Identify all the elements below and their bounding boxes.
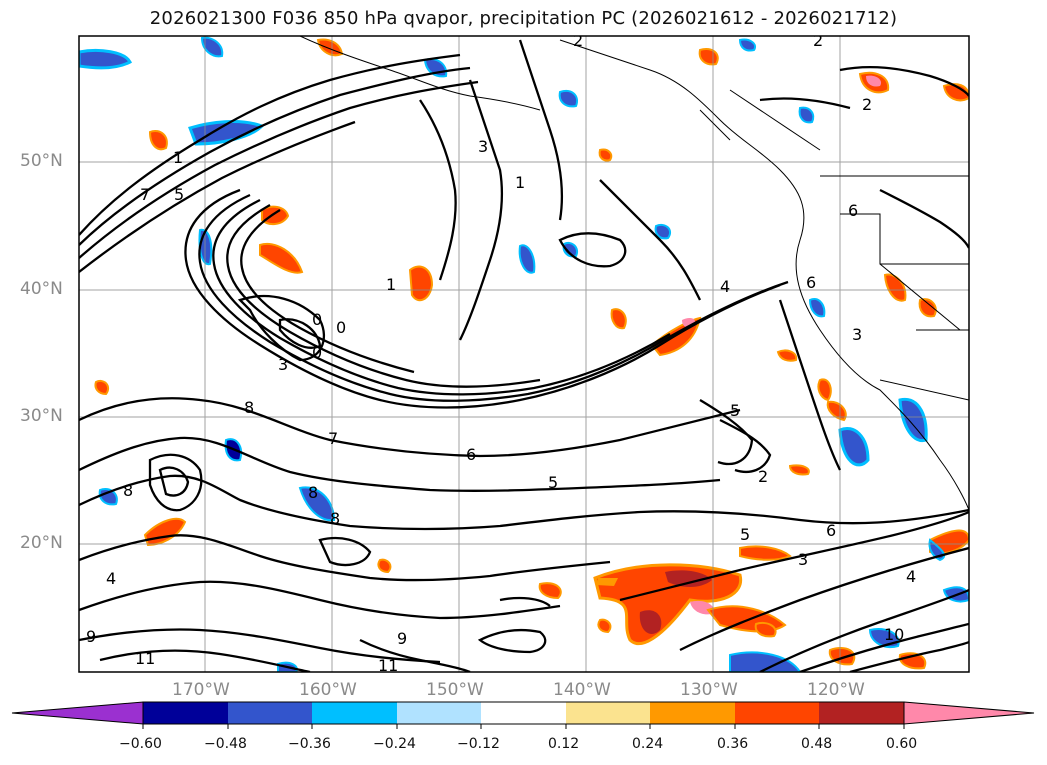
contour-label: 8 — [123, 481, 133, 500]
colorbar-tick-label: −0.24 — [373, 736, 416, 752]
contour-label: 1 — [515, 173, 525, 192]
contour-label: 3 — [798, 550, 808, 569]
lat-label-20n: 20°N — [20, 533, 63, 553]
lon-label-160w: 160°W — [299, 680, 357, 700]
colorbar-tick-label: 0.24 — [632, 736, 664, 752]
contour-label: 9 — [86, 627, 96, 646]
colorbar-extend-high — [903, 701, 1035, 725]
contour-label: 9 — [397, 629, 407, 648]
contour-label: 4 — [106, 569, 116, 588]
contour-label: 5 — [548, 473, 558, 492]
colorbar-swatch — [228, 702, 312, 724]
colorbar-swatch — [566, 702, 650, 724]
lat-label-50n: 50°N — [20, 151, 63, 171]
contour-label: 4 — [720, 277, 730, 296]
coastlines — [299, 36, 969, 511]
contour-label: 2 — [862, 95, 872, 114]
contour-label: 7 — [140, 185, 150, 204]
contour-labels: 2 2 2 1 4 3 1 7 5 1 6 0 0 0 3 8 7 6 5 5 … — [86, 31, 916, 675]
contour-label: 2 — [758, 467, 768, 486]
map-panel: 2 2 2 1 4 3 1 7 5 1 6 0 0 0 3 8 7 6 5 5 … — [79, 31, 969, 675]
map-gridlines — [79, 36, 969, 672]
contour-label: 8 — [330, 509, 340, 528]
colorbar-tick-label: 0.60 — [886, 736, 918, 752]
contour-label: 1 — [173, 148, 183, 167]
lon-label-130w: 130°W — [680, 680, 738, 700]
contour-label: 3 — [852, 325, 862, 344]
contour-label: 3 — [278, 355, 288, 374]
contour-label: 8 — [244, 398, 254, 417]
page-title: 2026021300 F036 850 hPa qvapor, precipit… — [149, 8, 898, 29]
colorbar-tick-label: −0.36 — [288, 736, 331, 752]
contour-label: 6 — [806, 273, 816, 292]
contour-label: 1 — [386, 275, 396, 294]
qvapor-contours — [79, 39, 969, 672]
contour-label: 5 — [730, 401, 740, 420]
lat-label-40n: 40°N — [20, 279, 63, 299]
precip-shading — [79, 36, 969, 672]
colorbar-tick-label: −0.48 — [204, 736, 247, 752]
contour-label: 8 — [308, 483, 318, 502]
contour-label: 11 — [378, 656, 398, 675]
lon-label-120w: 120°W — [807, 680, 865, 700]
colorbar-swatch — [650, 702, 735, 724]
colorbar-tick-label: −0.60 — [119, 736, 162, 752]
colorbar-swatch — [735, 702, 819, 724]
colorbar-tick-label: 0.12 — [548, 736, 580, 752]
contour-label: 3 — [478, 137, 488, 156]
colorbar-tick-label: −0.12 — [457, 736, 500, 752]
lon-label-150w: 150°W — [426, 680, 484, 700]
contour-label: 7 — [328, 429, 338, 448]
contour-label: 0 — [312, 310, 322, 329]
colorbar-swatch — [819, 702, 904, 724]
contour-label: 0 — [312, 343, 322, 362]
contour-label: 6 — [826, 521, 836, 540]
contour-label: 0 — [336, 318, 346, 337]
contour-label: 11 — [135, 649, 155, 668]
colorbar — [11, 701, 1035, 729]
colorbar-swatch — [481, 702, 566, 724]
contour-label: 5 — [740, 525, 750, 544]
colorbar-tick-label: 0.48 — [801, 736, 833, 752]
lat-label-30n: 30°N — [20, 406, 63, 426]
contour-label: 2 — [573, 31, 583, 50]
lon-label-170w: 170°W — [172, 680, 230, 700]
contour-label: 10 — [884, 625, 904, 644]
map-frame — [78, 35, 970, 673]
contour-label: 4 — [906, 567, 916, 586]
contour-label: 5 — [174, 185, 184, 204]
colorbar-extend-low — [11, 701, 144, 725]
colorbar-swatch — [397, 702, 481, 724]
contour-label: 6 — [466, 445, 476, 464]
lon-label-140w: 140°W — [553, 680, 611, 700]
colorbar-swatch — [143, 702, 228, 724]
contour-label: 6 — [848, 201, 858, 220]
colorbar-swatch — [312, 702, 397, 724]
contour-label: 2 — [813, 31, 823, 50]
colorbar-tick-label: 0.36 — [717, 736, 749, 752]
